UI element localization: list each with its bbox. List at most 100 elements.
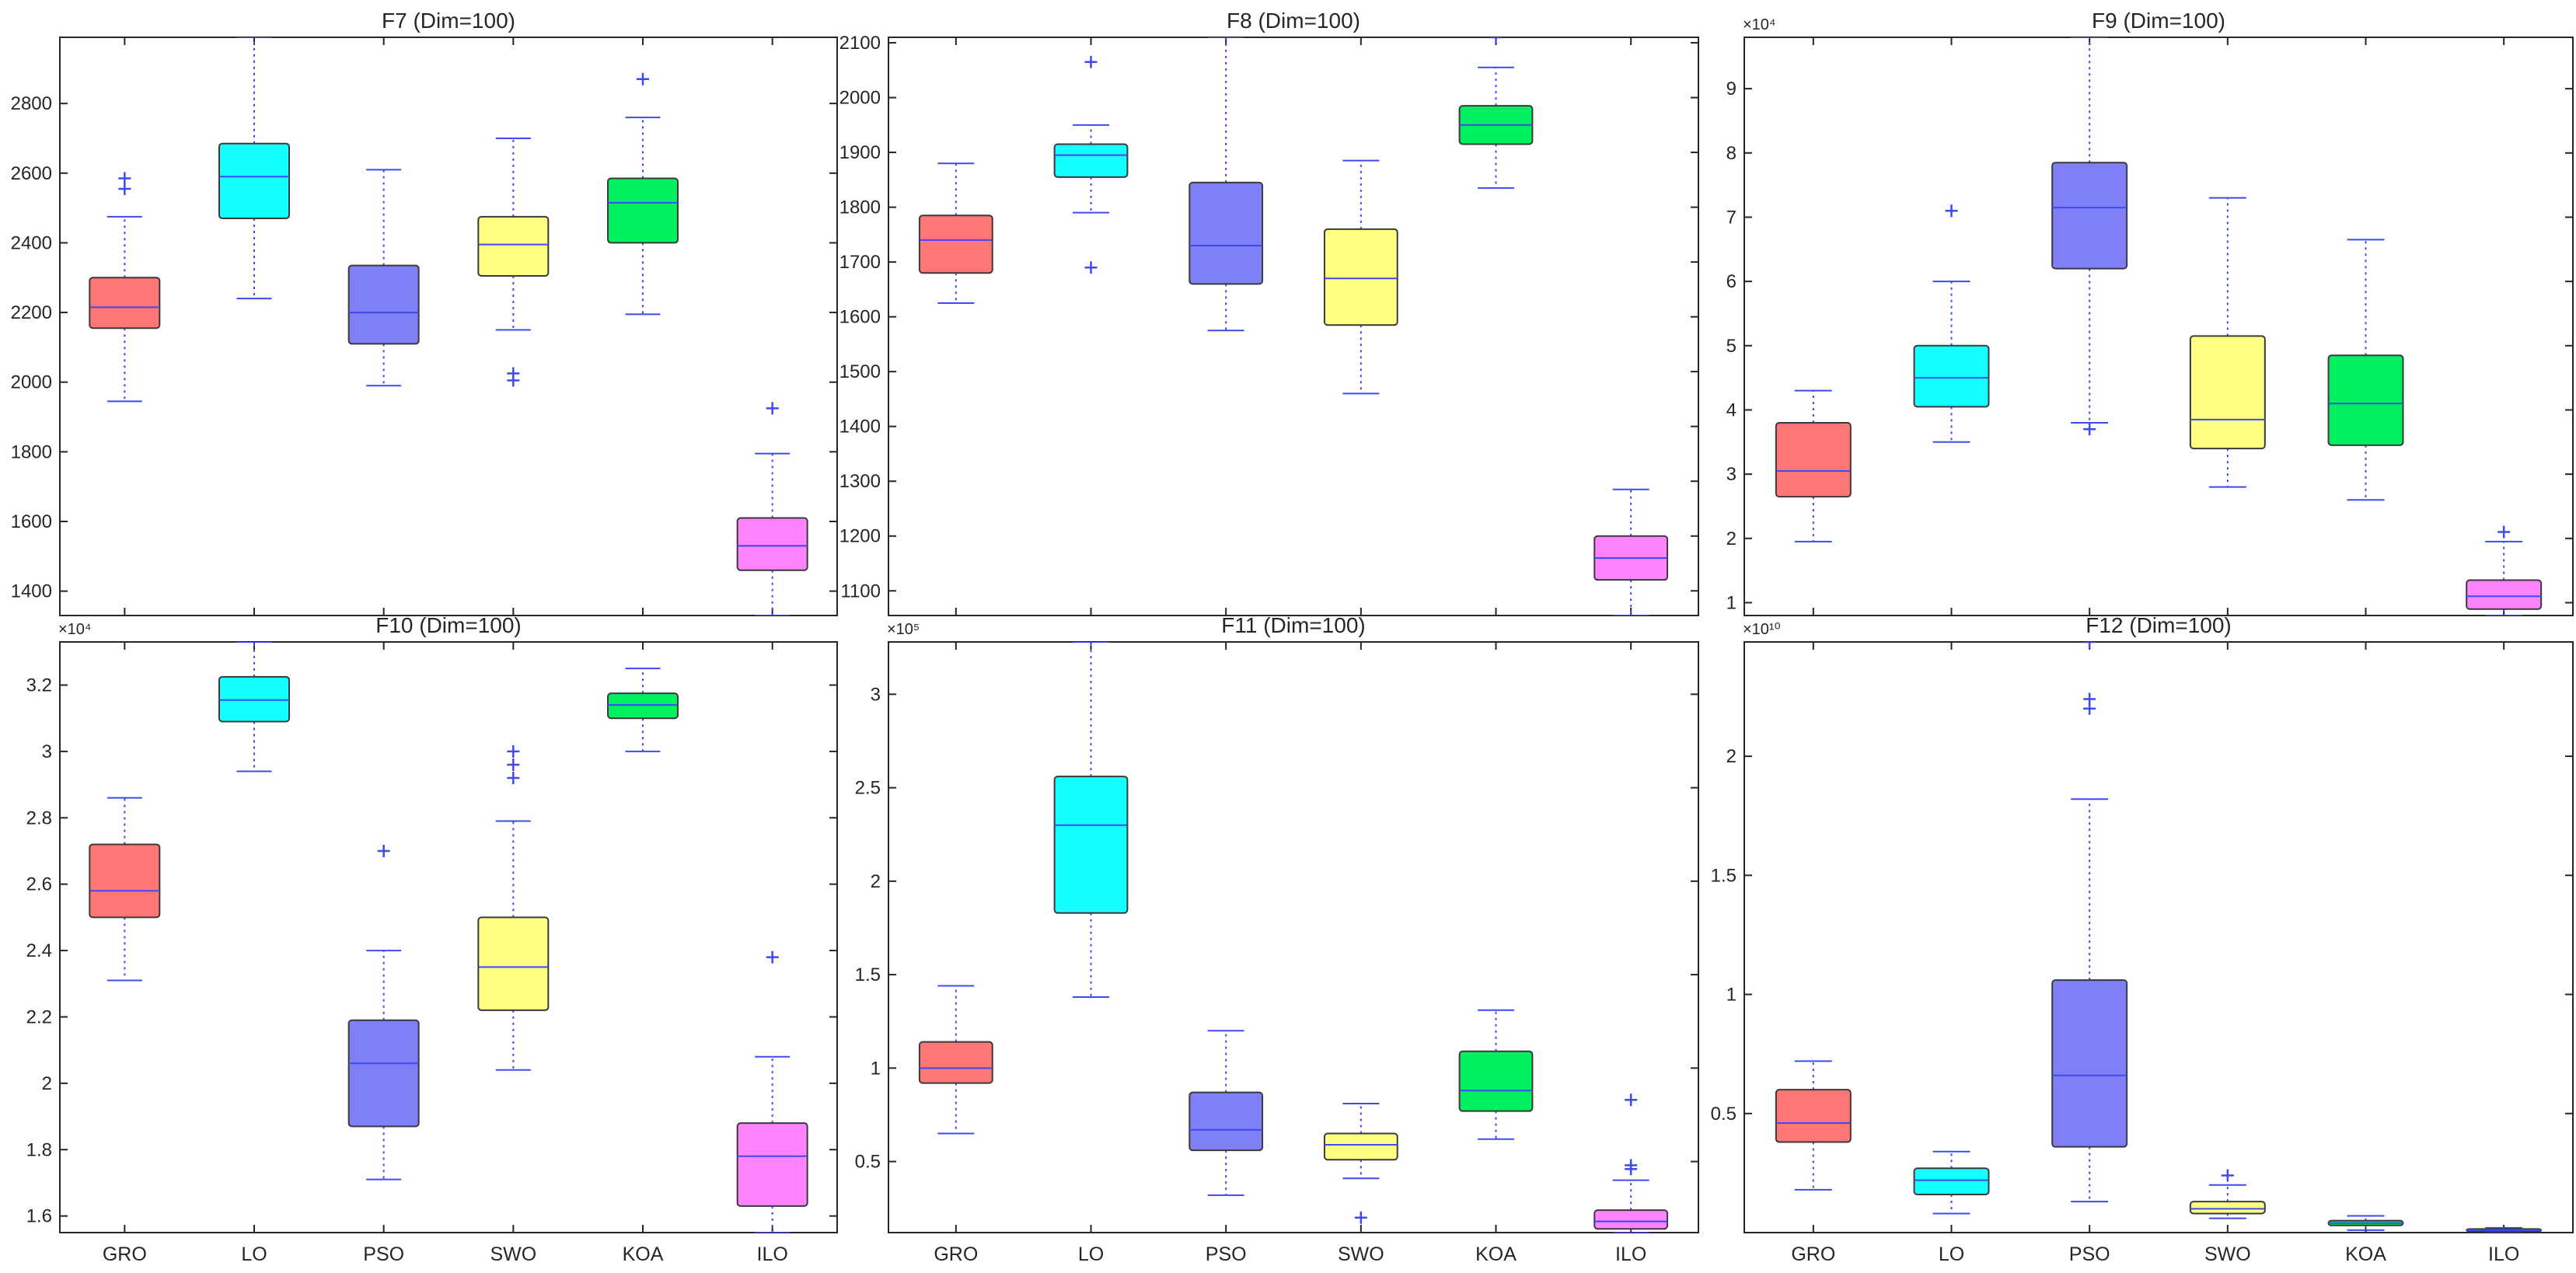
box-gro [1775,1060,1852,1191]
outlier-marker [507,758,520,771]
box-iqr [2051,162,2128,270]
data-marks [918,642,1669,1233]
box-gro [89,172,161,403]
y-tick-label: 3 [1726,464,1737,485]
box-iqr [1323,228,1398,326]
box-iqr [1775,422,1852,498]
axes-frame [888,641,1699,1233]
data-marks [89,642,808,1233]
x-tick-label: GRO [103,1243,147,1265]
box-iqr [2327,354,2404,446]
box-iqr [1458,1050,1534,1112]
outlier-marker [1625,1093,1638,1107]
x-tick-label: SWO [1338,1243,1384,1265]
axes-frame [59,37,838,616]
box-iqr [2466,579,2543,610]
chart-title: F12 (Dim=100) [2086,613,2232,637]
y-tick-label: 8 [1726,143,1737,164]
box-iqr [477,215,550,277]
box-iqr [1053,143,1129,178]
y-tick-label: 1.8 [26,1139,52,1160]
box-lo [1913,1150,1990,1215]
y-tick-label: 4 [1726,399,1737,420]
outlier-marker [637,72,649,85]
box-gro [918,985,993,1135]
axis-multiplier: ×10⁴ [58,621,92,638]
box-pso [347,844,420,1181]
y-tick-label: 1 [871,1058,881,1079]
box-lo [1053,642,1129,998]
box-swo [477,137,550,387]
outlier-marker [507,367,520,380]
chart-title: F10 (Dim=100) [375,613,522,637]
box-iqr [218,142,290,220]
chart-panel-1: F7 (Dim=100) 1400 1600 1800 2000 2200 2400 2600… [11,9,838,616]
y-tick-label: 1.6 [26,1206,52,1227]
box-iqr [1053,776,1129,914]
x-tick-label: ILO [757,1243,788,1265]
box-iqr [918,1041,993,1084]
y-tick-label: 2.8 [26,807,52,828]
axes-frame [888,37,1699,616]
y-tick-label: 1600 [839,307,881,328]
y-tick-label: 6 [1726,271,1737,292]
box-swo [477,745,550,1071]
box-iqr [2051,979,2128,1148]
y-tick-label: 2400 [11,232,52,253]
y-tick-label: 2 [871,871,881,892]
box-iqr [1189,1091,1264,1152]
x-tick-label: PSO [2069,1243,2110,1265]
y-tick-label: 2800 [11,93,52,114]
y-tick-label: 1400 [839,417,881,438]
chart-panel-3: F9 (Dim=100) ×10⁴ 1 2 3 4 5 6 7 8 9 [1726,9,2574,616]
outlier-marker [1945,204,1958,218]
box-iqr [1913,344,1990,408]
box-iqr [477,916,550,1011]
axis-multiplier: ×10⁴ [1743,16,1776,33]
x-tick-label: GRO [934,1243,978,1265]
x-tick-label: LO [1939,1243,1964,1265]
y-tick-label: 1 [1726,592,1737,613]
box-koa [2327,1215,2404,1231]
box-iqr [347,264,420,345]
y-tick-label: 5 [1726,336,1737,357]
outlier-marker [118,182,131,195]
box-pso [1189,1030,1264,1196]
chart-title: F8 (Dim=100) [1227,9,1360,33]
outlier-marker [766,950,779,964]
y-tick-label: 1.5 [855,964,881,985]
y-tick-label: 1.5 [1711,865,1737,886]
outlier-marker [1354,1211,1367,1224]
box-koa [1458,1009,1534,1140]
y-tick-label: 1800 [11,441,52,462]
y-tick-label: 2000 [11,372,52,393]
chart-title: F9 (Dim=100) [2092,9,2225,33]
outlier-marker [2497,525,2511,539]
box-swo [1323,159,1398,395]
box-pso [1189,37,1264,332]
y-tick-label: 1 [1726,985,1737,1006]
x-tick-label: SWO [2204,1243,2251,1265]
box-lo [1913,204,1990,443]
box-iqr [1913,1167,1990,1195]
y-tick-label: 1400 [11,581,52,602]
box-ilo [736,950,808,1233]
y-tick-label: 1300 [839,471,881,492]
outlier-marker [2083,423,2096,436]
y-tick-label: 1800 [839,197,881,218]
y-tick-label: 2.5 [855,778,881,799]
axis-multiplier: ×10¹⁰ [1743,621,1781,638]
outlier-marker [377,844,390,857]
x-tick-label: KOA [2345,1243,2386,1265]
box-pso [2051,37,2128,436]
x-tick-label: ILO [2488,1243,2519,1265]
box-swo [1323,1103,1398,1224]
x-tick-label: PSO [363,1243,404,1265]
box-lo [1053,55,1129,274]
data-marks [1775,642,2543,1233]
box-gro [918,162,993,305]
data-marks [89,37,808,616]
outlier-marker [507,745,520,758]
outlier-marker [1625,1159,1638,1172]
